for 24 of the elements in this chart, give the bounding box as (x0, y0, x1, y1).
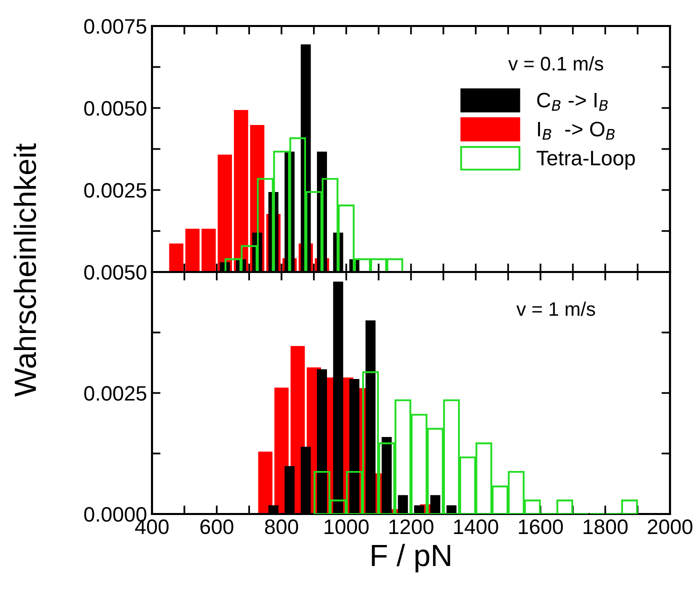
x-tick-label: 1200 (389, 519, 434, 534)
legend-label: C$_{B}$ -> I$_{B}$ (537, 92, 608, 111)
annotation: v = 0.1 m/s (508, 56, 604, 71)
x-tick-label: 1800 (584, 519, 628, 534)
x-tick-label: 1400 (454, 519, 498, 534)
x-tick-label: 600 (200, 519, 234, 534)
bar (169, 243, 184, 272)
y-tick-label: 0.0050 (84, 101, 146, 116)
bar (234, 110, 248, 272)
legend-label: Tetra-Loop (536, 150, 635, 170)
bar (258, 452, 272, 514)
x-tick-label: 800 (265, 519, 298, 534)
y-tick-label: 0.0050 (84, 265, 146, 280)
x-tick-label: 2000 (648, 519, 692, 534)
x-tick-label: 1000 (324, 519, 369, 534)
y-tick-label: 0.0075 (84, 19, 146, 34)
annotation: v = 1 m/s (516, 302, 596, 316)
x-tick-label: 1600 (518, 519, 563, 534)
y-tick-label: 0.0025 (84, 183, 146, 198)
y-axis-title: Wahrscheinlichkeit (14, 143, 36, 397)
legend-label: I$_{B}$ -> O$_{B}$ (538, 122, 615, 140)
y-tick-label: 0.0025 (84, 386, 146, 401)
x-axis-title: F / pN (372, 544, 450, 572)
bar (185, 228, 200, 272)
